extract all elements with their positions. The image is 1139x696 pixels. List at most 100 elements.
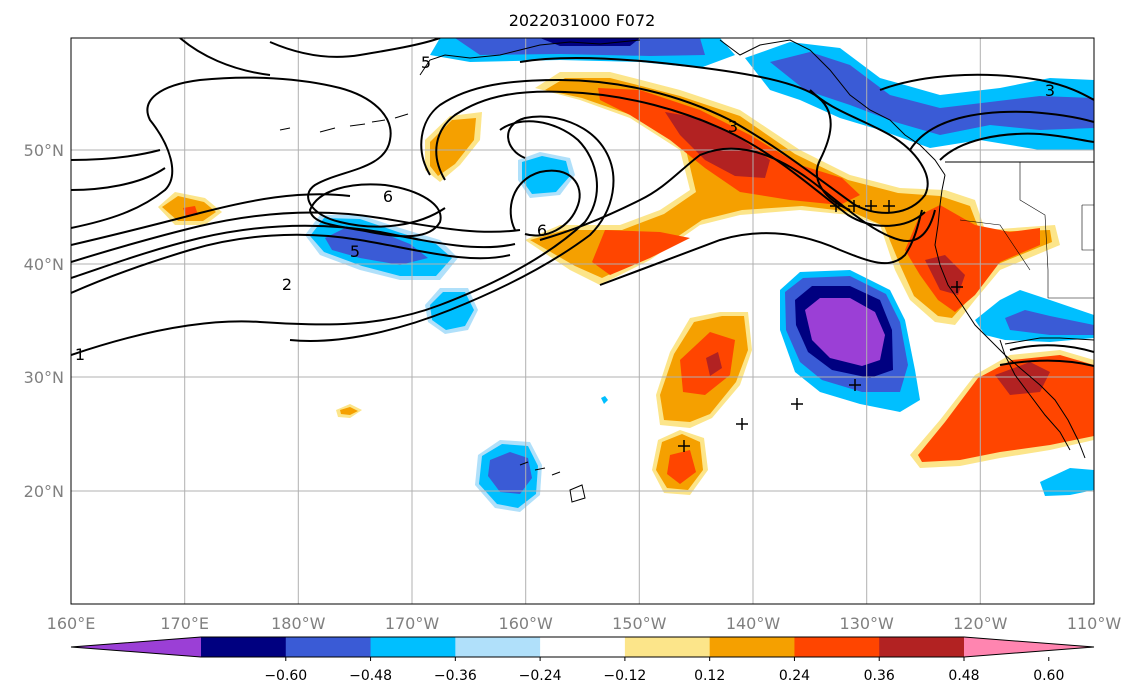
contour-west-outer bbox=[71, 233, 511, 294]
red-anomaly-subtropical-south bbox=[667, 450, 696, 484]
y-tick-label: 20°N bbox=[24, 482, 64, 501]
contour-north-arc bbox=[179, 38, 441, 76]
colorbar-segment bbox=[455, 637, 541, 657]
x-tick-label: 110°W bbox=[1067, 614, 1122, 633]
contour-east-1 bbox=[599, 209, 923, 286]
baja-coastline bbox=[999, 339, 1071, 451]
map-frame bbox=[70, 37, 1095, 605]
contour-east-north bbox=[519, 57, 851, 211]
y-axis-labels: 50°N 40°N 30°N 20°N bbox=[24, 141, 64, 501]
darkred-anomaly-california bbox=[925, 255, 965, 295]
contour-west-5 bbox=[71, 149, 166, 191]
contour-label-5-north: 5 bbox=[421, 53, 431, 72]
x-tick-label: 120°W bbox=[953, 614, 1008, 633]
colorbar-segment bbox=[794, 637, 880, 657]
x-tick-label: 160°E bbox=[47, 614, 96, 633]
colorbar-tick-label: −0.60 bbox=[264, 668, 307, 684]
north-america-coastline bbox=[934, 174, 1086, 459]
darkred-anomaly-subtropical-north bbox=[706, 352, 722, 376]
shaded-anomalies bbox=[158, 38, 1094, 512]
colorbar-segment bbox=[370, 637, 456, 657]
plus-marker bbox=[883, 200, 895, 212]
plus-marker bbox=[951, 281, 963, 293]
x-axis-labels: 160°E 170°E 180°W 170°W 160°W 150°W 140°… bbox=[47, 614, 1122, 633]
colorbar-tick-label: 0.48 bbox=[948, 668, 979, 684]
contour-label-3-east: 3 bbox=[1045, 81, 1055, 100]
blue-anomaly-gulf-core bbox=[770, 52, 1094, 135]
map-area: 5 6 5 2 1 6 3 3 bbox=[71, 38, 1094, 604]
contour-west-2 bbox=[71, 211, 521, 263]
darkred-anomaly-jet-core bbox=[665, 112, 770, 178]
colorbar-segment bbox=[624, 637, 711, 657]
contour-label-5-west: 5 bbox=[350, 242, 360, 261]
contour-ridge-1 bbox=[289, 115, 615, 342]
colorbar-tick-label: −0.24 bbox=[519, 668, 562, 684]
x-tick-label: 170°E bbox=[160, 614, 209, 633]
y-tick-label: 40°N bbox=[24, 255, 64, 274]
colorbar-tick-label: −0.48 bbox=[349, 668, 392, 684]
us-mexico-border bbox=[1004, 337, 1094, 345]
blue-anomaly-small-circle-core bbox=[430, 292, 474, 330]
navy-anomaly-north-core bbox=[540, 38, 640, 46]
contour-label-3-jet: 3 bbox=[728, 117, 738, 136]
blue-anomaly-west-low-core bbox=[325, 228, 428, 265]
colorbar-segment bbox=[879, 637, 965, 657]
colorbar-extend-high bbox=[964, 637, 1094, 657]
plus-marker bbox=[830, 200, 842, 212]
colorbar: −0.60 −0.48 −0.36 −0.24 −0.12 0.12 0.24 0.36 0.4… bbox=[70, 636, 1095, 684]
alaska-coastline bbox=[419, 39, 946, 176]
contour-label-6-west: 6 bbox=[383, 187, 393, 206]
contour-trough-2 bbox=[435, 90, 926, 227]
blue-anomaly-southwest-us-core bbox=[1005, 310, 1094, 335]
contour-west-1 bbox=[71, 224, 516, 279]
orange-anomaly-mid-pacific-core bbox=[430, 118, 476, 176]
plus-marker bbox=[678, 440, 690, 452]
blue-anomaly-baja bbox=[1040, 468, 1094, 496]
contour-gulf-ridge bbox=[879, 73, 1094, 161]
plus-markers bbox=[678, 200, 963, 452]
colorbar-tick-label: 0.36 bbox=[864, 668, 895, 684]
contour-cutoff-loop bbox=[509, 169, 581, 237]
coastlines bbox=[279, 39, 1094, 503]
contour-mexico bbox=[999, 344, 1094, 367]
gridlines bbox=[71, 38, 1094, 604]
colorbar-segment bbox=[201, 637, 287, 657]
contour-west-3 bbox=[71, 193, 351, 246]
plus-marker bbox=[865, 200, 877, 212]
blue-anomaly-north-core bbox=[455, 38, 705, 56]
figure-title: 2022031000 F072 bbox=[509, 11, 656, 30]
x-tick-label: 160°W bbox=[499, 614, 554, 633]
colorbar-tick-label: −0.12 bbox=[603, 668, 646, 684]
colorbar-tick-label: 0.12 bbox=[694, 668, 725, 684]
y-tick-label: 50°N bbox=[24, 141, 64, 160]
plus-marker bbox=[791, 398, 803, 410]
colorbar-segments bbox=[70, 636, 1095, 658]
state-borders bbox=[959, 162, 1094, 299]
contour-trough-3 bbox=[539, 147, 936, 242]
x-tick-label: 180°W bbox=[271, 614, 326, 633]
purple-anomaly-eastern-low-core bbox=[805, 298, 885, 366]
colorbar-extend-low bbox=[71, 637, 201, 657]
colorbar-labels: −0.60 −0.48 −0.36 −0.24 −0.12 0.12 0.24 0.36 0.4… bbox=[264, 657, 1064, 684]
colorbar-tick-label: 0.60 bbox=[1033, 668, 1064, 684]
contour-label-6-cutoff: 6 bbox=[537, 221, 547, 240]
contour-label-2: 2 bbox=[282, 275, 292, 294]
colorbar-segment bbox=[540, 637, 626, 657]
contour-trough-big bbox=[420, 78, 929, 214]
blue-anomaly-hawaii-core bbox=[488, 452, 532, 494]
colorbar-outline bbox=[70, 636, 1095, 658]
contour-label-1: 1 bbox=[75, 345, 85, 364]
contour-low-inner bbox=[308, 183, 442, 238]
aleutian-islands bbox=[279, 113, 409, 133]
blue-anomaly-mid-circle-core bbox=[522, 156, 570, 194]
blue-anomaly-tiny-mid bbox=[601, 396, 608, 404]
darkred-anomaly-mexico bbox=[995, 362, 1050, 395]
contour-ridge-2 bbox=[71, 120, 598, 356]
black-contours bbox=[71, 38, 1094, 367]
colorbar-tick-label: 0.24 bbox=[779, 668, 810, 684]
colorbar-tick-label: −0.36 bbox=[434, 668, 477, 684]
plus-marker bbox=[848, 200, 860, 212]
red-anomaly-mexico bbox=[918, 355, 1094, 462]
x-tick-label: 140°W bbox=[726, 614, 781, 633]
